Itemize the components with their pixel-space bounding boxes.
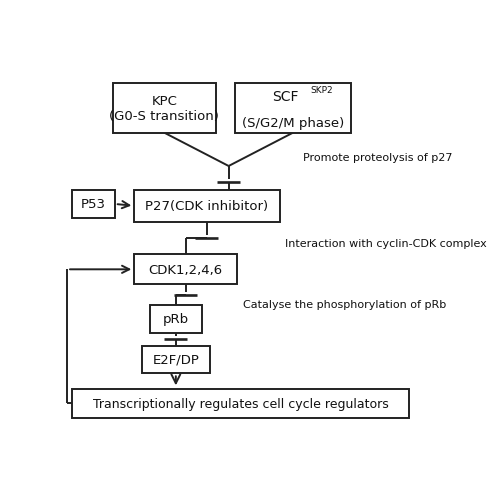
Bar bbox=[142, 346, 210, 373]
Text: SCF: SCF bbox=[272, 90, 298, 104]
Text: SKP2: SKP2 bbox=[310, 85, 333, 95]
Bar bbox=[150, 305, 202, 333]
Text: P27(CDK inhibitor): P27(CDK inhibitor) bbox=[146, 200, 268, 213]
Bar bbox=[235, 84, 351, 133]
Text: (S/G2/M phase): (S/G2/M phase) bbox=[242, 117, 344, 130]
Text: Interaction with cyclin-CDK complex: Interaction with cyclin-CDK complex bbox=[286, 238, 487, 248]
Text: E2F/DP: E2F/DP bbox=[152, 353, 200, 366]
Bar bbox=[134, 191, 280, 222]
Bar bbox=[72, 191, 115, 218]
Bar bbox=[72, 389, 409, 418]
Text: P53: P53 bbox=[81, 198, 106, 211]
Text: CDK1,2,4,6: CDK1,2,4,6 bbox=[148, 263, 222, 276]
Text: Transcriptionally regulates cell cycle regulators: Transcriptionally regulates cell cycle r… bbox=[93, 397, 388, 410]
Text: Catalyse the phosphorylation of pRb: Catalyse the phosphorylation of pRb bbox=[242, 300, 446, 310]
Text: pRb: pRb bbox=[163, 312, 189, 325]
Bar bbox=[134, 254, 237, 285]
Text: KPC
(G0-S transition): KPC (G0-S transition) bbox=[110, 95, 219, 122]
Bar bbox=[113, 84, 216, 133]
Text: Promote proteolysis of p27: Promote proteolysis of p27 bbox=[303, 153, 452, 163]
